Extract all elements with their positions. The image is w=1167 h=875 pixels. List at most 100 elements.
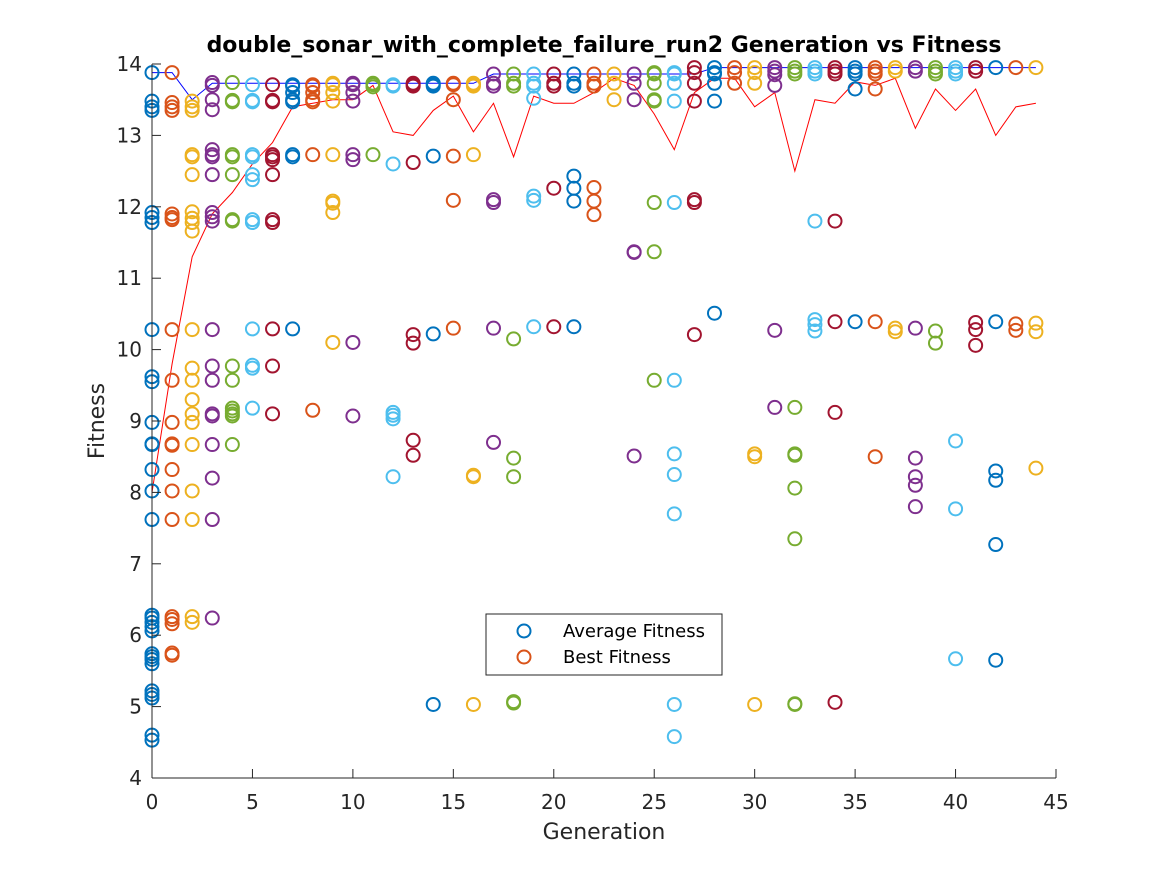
data-point xyxy=(907,477,923,493)
data-point xyxy=(244,360,260,376)
data-point xyxy=(204,512,220,528)
data-point xyxy=(164,462,180,478)
data-point xyxy=(486,195,502,211)
data-point xyxy=(666,696,682,712)
data-point xyxy=(164,322,180,338)
data-point xyxy=(184,149,200,165)
data-point xyxy=(184,414,200,430)
x-tick-label: 30 xyxy=(742,790,767,814)
data-point xyxy=(606,66,622,82)
data-point xyxy=(204,167,220,183)
data-point xyxy=(546,78,562,94)
data-point xyxy=(526,90,542,106)
y-tick-label: 5 xyxy=(129,695,142,719)
data-point xyxy=(305,94,321,110)
data-point xyxy=(867,449,883,465)
data-point xyxy=(586,78,602,94)
data-point xyxy=(184,437,200,453)
data-point xyxy=(224,213,240,229)
data-point xyxy=(445,148,461,164)
data-point xyxy=(445,92,461,108)
x-tick-label: 20 xyxy=(541,790,566,814)
data-point xyxy=(666,75,682,91)
legend-marker-best xyxy=(516,649,532,665)
data-point xyxy=(948,433,964,449)
data-point xyxy=(486,434,502,450)
data-point xyxy=(164,616,180,632)
data-point xyxy=(204,209,220,225)
data-point xyxy=(787,531,803,547)
data-point xyxy=(506,469,522,485)
y-tick-label: 4 xyxy=(129,766,142,790)
chart-title: double_sonar_with_complete_failure_run2 … xyxy=(207,33,1002,58)
y-tick-label: 14 xyxy=(117,52,142,76)
data-point xyxy=(807,323,823,339)
data-point xyxy=(1028,460,1044,476)
data-markers xyxy=(144,60,1044,748)
data-point xyxy=(927,335,943,351)
data-point xyxy=(385,156,401,172)
data-point xyxy=(847,66,863,82)
data-point xyxy=(184,167,200,183)
data-point xyxy=(646,195,662,211)
data-point xyxy=(204,470,220,486)
data-point xyxy=(445,320,461,336)
data-point xyxy=(706,75,722,91)
data-point xyxy=(224,149,240,165)
data-point xyxy=(686,327,702,343)
data-point xyxy=(164,437,180,453)
data-point xyxy=(265,167,281,183)
y-tick-label: 13 xyxy=(117,123,142,147)
data-point xyxy=(988,60,1004,76)
data-point xyxy=(184,215,200,231)
data-point xyxy=(345,85,361,101)
data-point xyxy=(867,314,883,330)
legend: Average Fitness Best Fitness xyxy=(485,613,723,676)
data-point xyxy=(747,65,763,81)
data-point xyxy=(767,399,783,415)
data-point xyxy=(325,205,341,221)
data-point xyxy=(626,66,642,82)
data-point xyxy=(164,512,180,528)
data-point xyxy=(425,148,441,164)
data-point xyxy=(666,446,682,462)
data-point xyxy=(747,75,763,91)
data-point xyxy=(506,695,522,711)
data-point xyxy=(988,652,1004,668)
data-point xyxy=(345,152,361,168)
data-point xyxy=(244,321,260,337)
data-point xyxy=(244,167,260,183)
data-point xyxy=(706,93,722,109)
data-point xyxy=(345,408,361,424)
data-point xyxy=(184,392,200,408)
data-point xyxy=(345,147,361,163)
x-tick-label: 0 xyxy=(146,790,159,814)
data-point xyxy=(486,78,502,94)
data-point xyxy=(827,314,843,330)
y-tick-label: 11 xyxy=(117,266,142,290)
data-point xyxy=(626,448,642,464)
x-tick-label: 35 xyxy=(842,790,867,814)
data-point xyxy=(224,167,240,183)
data-point xyxy=(184,483,200,499)
data-point xyxy=(204,610,220,626)
data-point xyxy=(164,212,180,228)
data-point xyxy=(566,319,582,335)
data-point xyxy=(827,66,843,82)
data-point xyxy=(948,66,964,82)
data-point xyxy=(184,102,200,118)
data-point xyxy=(224,75,240,91)
data-point xyxy=(666,195,682,211)
data-point xyxy=(244,400,260,416)
y-tick-label: 12 xyxy=(117,195,142,219)
data-point xyxy=(907,469,923,485)
data-point xyxy=(666,729,682,745)
data-point xyxy=(747,449,763,465)
data-point xyxy=(566,193,582,209)
data-point xyxy=(506,450,522,466)
data-point xyxy=(666,372,682,388)
data-point xyxy=(606,75,622,91)
data-point xyxy=(706,66,722,82)
data-point xyxy=(184,223,200,239)
data-point xyxy=(305,85,321,101)
